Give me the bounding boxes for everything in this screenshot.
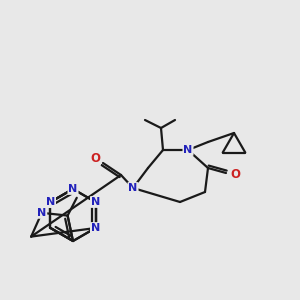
- Text: O: O: [90, 152, 100, 164]
- Text: N: N: [68, 184, 78, 194]
- Text: N: N: [183, 145, 193, 155]
- Text: N: N: [128, 183, 138, 193]
- Text: N: N: [37, 208, 46, 218]
- Text: O: O: [230, 169, 240, 182]
- Text: N: N: [91, 223, 100, 233]
- Text: N: N: [91, 197, 100, 207]
- Text: N: N: [46, 197, 55, 207]
- Text: N: N: [46, 197, 55, 207]
